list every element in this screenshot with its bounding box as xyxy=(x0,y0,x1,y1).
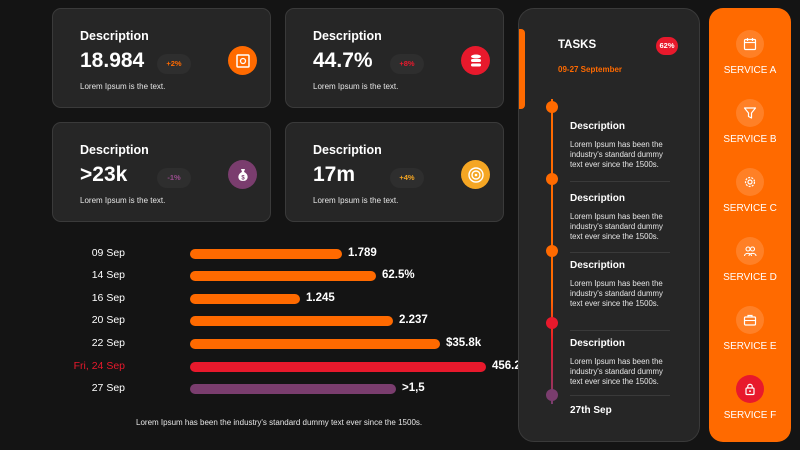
card-description: Lorem Ipsum is the text. xyxy=(313,82,399,91)
timeline-dot xyxy=(546,245,558,257)
bar-value: >1,5 xyxy=(402,382,425,394)
card-description: Lorem Ipsum is the text. xyxy=(80,82,166,91)
timeline-end-date: 27th Sep xyxy=(570,405,612,416)
bar-label: 20 Sep xyxy=(91,314,125,326)
accent-strip xyxy=(519,29,525,109)
kpi-card: Description 18.984 +2% Lorem Ipsum is th… xyxy=(52,8,271,108)
kpi-card: Description 17m +4% Lorem Ipsum is the t… xyxy=(285,122,504,222)
card-value: 18.984 xyxy=(80,49,145,72)
filter-icon xyxy=(736,99,764,127)
bar-label: 09 Sep xyxy=(91,247,125,259)
service-label: SERVICE A xyxy=(723,65,777,76)
calendar-icon xyxy=(736,30,764,58)
card-description: Lorem Ipsum is the text. xyxy=(313,196,399,205)
tasks-date-range: 09-27 September xyxy=(558,65,623,74)
bar-value: 62.5% xyxy=(382,269,415,281)
task-title: Description xyxy=(570,338,626,349)
card-title: Description xyxy=(313,29,382,43)
service-label: SERVICE C xyxy=(723,203,777,214)
users-icon xyxy=(736,237,764,265)
money-bag-icon: $ xyxy=(228,160,257,189)
tasks-panel: TASKS 62% 09-27 September Description Lo… xyxy=(518,8,700,442)
service-item-a[interactable]: SERVICE A xyxy=(709,30,791,76)
task-title: Description xyxy=(570,193,626,204)
briefcase-icon xyxy=(736,306,764,334)
task-text: Lorem Ipsum has been the industry's stan… xyxy=(570,140,663,169)
kpi-card: Description >23k -1% Lorem Ipsum is the … xyxy=(52,122,271,222)
kpi-card: Description 44.7% +8% Lorem Ipsum is the… xyxy=(285,8,504,108)
safe-icon xyxy=(228,46,257,75)
service-label: SERVICE F xyxy=(723,410,777,421)
timeline-dot xyxy=(546,317,558,329)
database-icon xyxy=(461,46,490,75)
bar-label: 22 Sep xyxy=(91,337,125,349)
card-change-badge: +2% xyxy=(157,54,191,74)
divider xyxy=(570,395,670,396)
card-description: Lorem Ipsum is the text. xyxy=(80,196,166,205)
lock-icon xyxy=(736,375,764,403)
divider xyxy=(570,181,670,182)
bar xyxy=(190,316,393,326)
card-change-badge: -1% xyxy=(157,168,191,188)
card-title: Description xyxy=(80,143,149,157)
bar-value: 1.789 xyxy=(348,247,377,259)
bar-value: 2.237 xyxy=(399,314,428,326)
task-title: Description xyxy=(570,121,626,132)
bar xyxy=(190,384,396,394)
divider xyxy=(570,252,670,253)
timeline-dot xyxy=(546,101,558,113)
chart-note: Lorem Ipsum has been the industry's stan… xyxy=(136,418,423,427)
task-text: Lorem Ipsum has been the industry's stan… xyxy=(570,357,663,386)
task-item[interactable]: Description Lorem Ipsum has been the ind… xyxy=(570,260,674,309)
svg-text:$: $ xyxy=(241,175,245,181)
service-item-c[interactable]: SERVICE C xyxy=(709,168,791,214)
target-icon xyxy=(461,160,490,189)
service-item-d[interactable]: SERVICE D xyxy=(709,237,791,283)
timeline-dot xyxy=(546,173,558,185)
card-title: Description xyxy=(80,29,149,43)
bar-label: 16 Sep xyxy=(91,292,125,304)
task-title: Description xyxy=(570,260,626,271)
bar-label: Fri, 24 Sep xyxy=(73,360,125,372)
tasks-progress-badge: 62% xyxy=(656,37,678,55)
bar-value: $35.8k xyxy=(446,337,482,349)
task-item[interactable]: Description Lorem Ipsum has been the ind… xyxy=(570,121,674,170)
card-change-badge: +4% xyxy=(390,168,424,188)
service-item-e[interactable]: SERVICE E xyxy=(709,306,791,352)
timeline-dot xyxy=(546,389,558,401)
card-value: 17m xyxy=(313,163,356,186)
divider xyxy=(570,330,670,331)
task-text: Lorem Ipsum has been the industry's stan… xyxy=(570,212,663,241)
bar xyxy=(190,271,376,281)
task-item[interactable]: Description Lorem Ipsum has been the ind… xyxy=(570,338,674,387)
card-change-badge: +8% xyxy=(390,54,424,74)
services-sidebar: SERVICE A SERVICE B SERVICE C SERVICE D … xyxy=(709,8,791,442)
card-value: >23k xyxy=(80,163,128,186)
task-item[interactable]: Description Lorem Ipsum has been the ind… xyxy=(570,193,674,242)
gear-icon xyxy=(736,168,764,196)
service-label: SERVICE E xyxy=(723,341,777,352)
card-value: 44.7% xyxy=(313,49,373,72)
card-title: Description xyxy=(313,143,382,157)
bar xyxy=(190,294,300,304)
bar xyxy=(190,249,342,259)
bar xyxy=(190,339,440,349)
bar-value: 1.245 xyxy=(306,292,335,304)
tasks-title: TASKS xyxy=(558,39,597,51)
bar-label: 27 Sep xyxy=(91,382,125,394)
bar xyxy=(190,362,486,372)
task-text: Lorem Ipsum has been the industry's stan… xyxy=(570,279,663,308)
service-item-b[interactable]: SERVICE B xyxy=(709,99,791,145)
bar-label: 14 Sep xyxy=(91,269,125,281)
service-item-f[interactable]: SERVICE F xyxy=(709,375,791,421)
service-label: SERVICE B xyxy=(723,134,777,145)
service-label: SERVICE D xyxy=(723,272,777,283)
